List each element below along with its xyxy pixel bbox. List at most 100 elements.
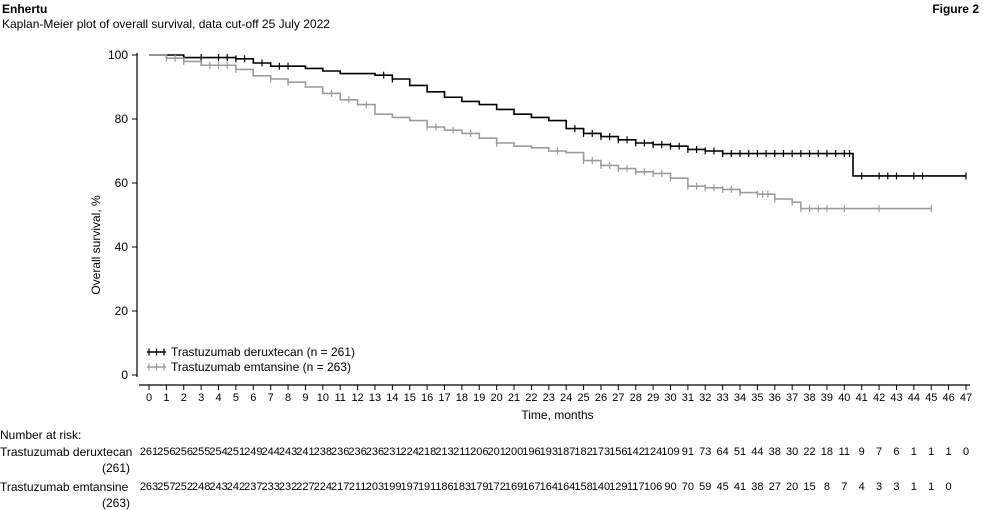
risk-count: 7 <box>876 446 883 458</box>
risk-row-n: (263) <box>101 496 130 510</box>
y-tick-label: 20 <box>115 304 129 318</box>
x-tick-label: 6 <box>250 392 256 404</box>
risk-count: 241 <box>296 446 315 458</box>
y-tick-label: 0 <box>121 368 128 382</box>
risk-count: 254 <box>209 446 228 458</box>
y-tick-label: 40 <box>115 240 129 254</box>
risk-count: 1 <box>928 481 935 493</box>
risk-count: 51 <box>733 446 747 458</box>
risk-count: 142 <box>626 446 645 458</box>
x-tick-label: 2 <box>181 392 187 404</box>
x-tick-label: 47 <box>960 392 972 404</box>
x-tick-label: 44 <box>908 392 920 404</box>
risk-count: 172 <box>487 481 506 493</box>
risk-count: 90 <box>664 481 677 493</box>
risk-count: 73 <box>699 446 712 458</box>
risk-count: 196 <box>522 446 541 458</box>
risk-count: 9 <box>858 446 865 458</box>
document-title: Enhertu <box>2 2 48 16</box>
x-tick-label: 23 <box>543 392 555 404</box>
x-tick-label: 12 <box>351 392 363 404</box>
risk-count: 11 <box>838 446 851 458</box>
risk-count: 218 <box>417 446 437 458</box>
risk-count: 233 <box>261 481 280 493</box>
x-tick-label: 4 <box>215 392 221 404</box>
risk-count: 44 <box>751 446 764 458</box>
risk-count: 41 <box>733 481 747 493</box>
risk-count: 201 <box>487 446 506 458</box>
risk-count: 0 <box>945 481 952 493</box>
risk-count: 156 <box>609 446 628 458</box>
risk-count: 236 <box>331 446 350 458</box>
x-tick-label: 13 <box>369 392 381 404</box>
risk-count: 257 <box>157 481 176 493</box>
risk-count: 158 <box>574 481 593 493</box>
risk-count: 244 <box>261 446 280 458</box>
risk-count: 8 <box>823 481 830 493</box>
risk-count: 164 <box>539 481 558 493</box>
risk-row-name: Trastuzumab deruxtecan <box>0 445 133 459</box>
risk-count: 20 <box>786 481 799 493</box>
x-tick-label: 16 <box>421 392 433 404</box>
x-tick-label: 1 <box>163 392 169 404</box>
risk-count: 45 <box>716 481 729 493</box>
legend-label: Trastuzumab emtansine (n = 263) <box>171 360 351 374</box>
x-tick-label: 35 <box>751 392 763 404</box>
legend-label: Trastuzumab deruxtecan (n = 261) <box>171 345 355 359</box>
risk-count: 70 <box>681 481 694 493</box>
x-tick-label: 42 <box>873 392 885 404</box>
risk-count: 200 <box>504 446 524 458</box>
km-curve-2 <box>149 54 932 210</box>
km-curve-1 <box>149 54 966 177</box>
risk-count: 109 <box>661 446 680 458</box>
risk-count: 236 <box>348 446 367 458</box>
x-axis-label: Time, months <box>521 408 593 422</box>
risk-count: 193 <box>539 446 558 458</box>
x-tick-label: 15 <box>404 392 416 404</box>
x-tick-label: 26 <box>595 392 607 404</box>
risk-count: 183 <box>452 481 472 493</box>
x-tick-label: 45 <box>925 392 937 404</box>
risk-count: 187 <box>557 446 576 458</box>
risk-count: 237 <box>244 481 263 493</box>
risk-count: 211 <box>348 481 367 493</box>
x-tick-label: 5 <box>233 392 239 404</box>
x-tick-label: 7 <box>268 392 274 404</box>
x-tick-label: 27 <box>612 392 624 404</box>
risk-count: 3 <box>893 481 900 493</box>
x-tick-label: 32 <box>699 392 711 404</box>
risk-count: 64 <box>716 446 729 458</box>
risk-count: 186 <box>435 481 454 493</box>
y-tick-label: 60 <box>115 176 129 190</box>
x-tick-label: 25 <box>577 392 589 404</box>
risk-count: 211 <box>453 446 471 458</box>
risk-count: 227 <box>296 481 315 493</box>
risk-count: 263 <box>139 481 159 493</box>
y-tick-label: 80 <box>115 112 129 126</box>
y-tick-label: 100 <box>108 48 128 62</box>
x-tick-label: 31 <box>682 392 694 404</box>
risk-table-title: Number at risk: <box>0 428 82 442</box>
risk-count: 6 <box>893 446 900 458</box>
risk-count: 182 <box>574 446 593 458</box>
risk-count: 242 <box>226 481 246 493</box>
risk-count: 206 <box>470 446 489 458</box>
x-tick-label: 39 <box>821 392 833 404</box>
x-tick-label: 17 <box>438 392 450 404</box>
risk-count: 140 <box>591 481 611 493</box>
x-tick-label: 41 <box>856 392 868 404</box>
x-tick-label: 19 <box>473 392 485 404</box>
risk-count: 236 <box>365 446 385 458</box>
risk-count: 199 <box>383 481 402 493</box>
x-tick-label: 38 <box>803 392 815 404</box>
risk-count: 243 <box>209 481 228 493</box>
risk-count: 117 <box>626 481 645 493</box>
risk-count: 1 <box>928 446 935 458</box>
risk-count: 256 <box>174 446 193 458</box>
risk-count: 164 <box>557 481 576 493</box>
x-tick-label: 46 <box>942 392 954 404</box>
risk-count: 18 <box>820 446 834 458</box>
x-tick-label: 22 <box>525 392 537 404</box>
x-tick-label: 3 <box>198 392 204 404</box>
x-tick-label: 11 <box>335 392 346 404</box>
